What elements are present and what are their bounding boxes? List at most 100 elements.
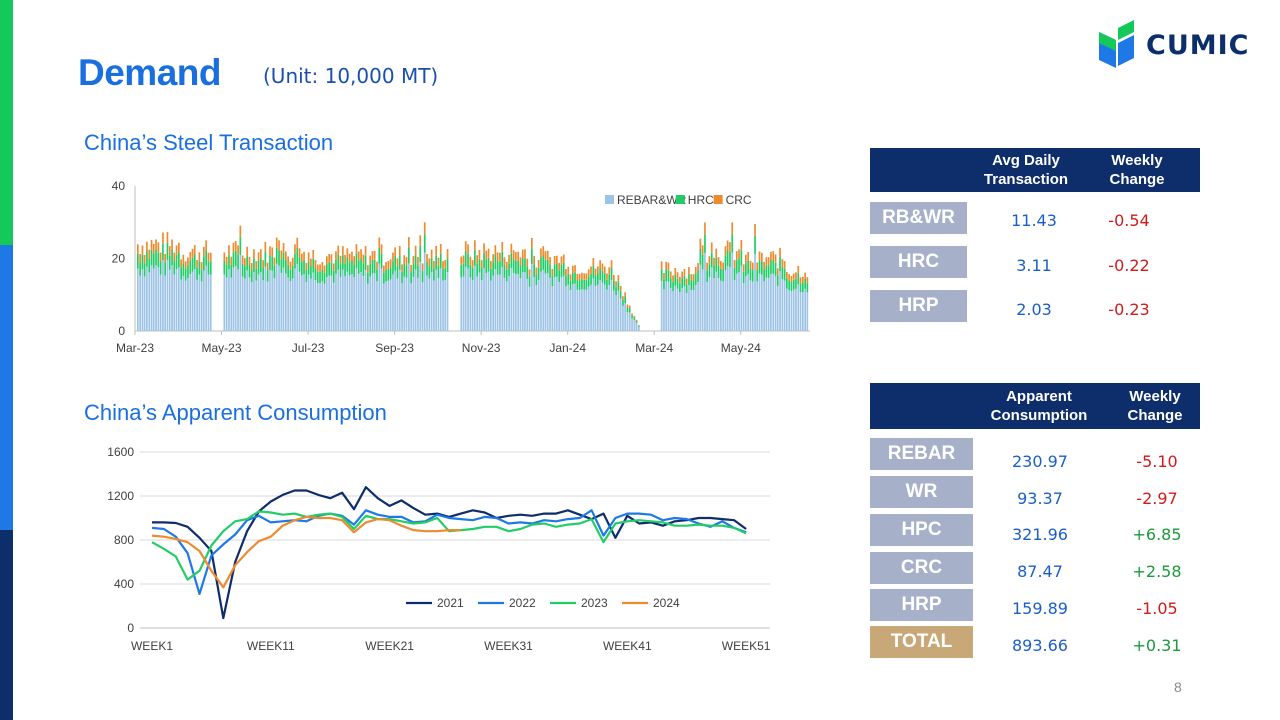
crc-bar bbox=[330, 254, 333, 263]
crc-bar bbox=[442, 261, 444, 269]
hrc-bar bbox=[316, 271, 319, 284]
crc-bar bbox=[460, 256, 463, 265]
hrc-bar bbox=[683, 275, 686, 287]
hrc-bar bbox=[278, 250, 280, 266]
crc-bar bbox=[175, 245, 178, 255]
hrc-bar bbox=[797, 273, 800, 285]
hrc-bar bbox=[546, 259, 549, 274]
rebar-bar bbox=[567, 284, 570, 331]
crc-bar bbox=[781, 259, 784, 268]
consumption-header-change: Weekly Change bbox=[1110, 383, 1200, 429]
rebar-bar bbox=[549, 277, 551, 331]
rebar-bar bbox=[713, 278, 715, 331]
hrc-bar bbox=[321, 269, 324, 282]
hrc-bar bbox=[339, 264, 342, 277]
hrc-bar bbox=[622, 300, 624, 306]
hrc-bar bbox=[435, 255, 437, 270]
hrc-bar bbox=[537, 267, 540, 280]
crc-bar bbox=[207, 252, 210, 262]
crc-bar bbox=[462, 255, 465, 264]
steel-transaction-chart: 0 20 40 Mar-23 May-23 Jul-23 Sep-23 Nov-23 Jan-2… bbox=[112, 179, 810, 355]
rebar-bar bbox=[747, 274, 749, 331]
crc-bar bbox=[613, 274, 615, 282]
hrc-bar bbox=[540, 257, 542, 272]
hrc-bar bbox=[487, 257, 490, 272]
hrc-bar bbox=[587, 276, 590, 287]
crc-bar bbox=[745, 254, 747, 264]
rebar-bar bbox=[578, 289, 581, 331]
crc-bar bbox=[503, 257, 506, 266]
rebar-bar bbox=[706, 281, 708, 331]
consumption-row-value: 230.97 bbox=[1012, 452, 1068, 471]
crc-bar bbox=[180, 259, 182, 268]
hrc-bar bbox=[701, 254, 704, 270]
rebar-bar bbox=[551, 286, 554, 331]
crc-bar bbox=[724, 246, 727, 256]
hrc-bar bbox=[171, 249, 173, 266]
crc-bar bbox=[599, 260, 601, 268]
crc-bar bbox=[713, 257, 715, 266]
crc-bar bbox=[178, 242, 180, 253]
crc-bar bbox=[162, 232, 164, 244]
crc-bar bbox=[537, 260, 540, 268]
rebar-bar bbox=[326, 277, 328, 331]
crc-bar bbox=[271, 247, 274, 257]
hrc-bar bbox=[155, 249, 157, 266]
crc-bar bbox=[533, 255, 535, 265]
crc-bar bbox=[690, 274, 693, 281]
hrc-bar bbox=[581, 279, 583, 289]
crc-bar bbox=[376, 261, 378, 270]
crc-bar bbox=[779, 247, 781, 257]
crc-bar bbox=[515, 252, 517, 261]
crc-bar bbox=[792, 273, 795, 280]
crc-bar bbox=[697, 263, 699, 271]
crc-bar bbox=[544, 251, 547, 260]
rebar-bar bbox=[635, 322, 638, 331]
crc-bar bbox=[578, 273, 581, 281]
crc-bar bbox=[496, 252, 499, 261]
crc-bar bbox=[560, 256, 563, 265]
crc-bar bbox=[774, 254, 777, 263]
hrc-bar bbox=[330, 262, 333, 276]
transaction-header-avg: Avg Daily Transaction bbox=[975, 148, 1077, 192]
rebar-bar bbox=[307, 274, 310, 331]
hrc-bar bbox=[150, 249, 153, 266]
crc-bar bbox=[720, 261, 722, 269]
crc-bar bbox=[799, 277, 802, 284]
bar-y-tick-label: 40 bbox=[112, 179, 126, 193]
hrc-bar bbox=[697, 270, 699, 282]
crc-bar bbox=[562, 254, 565, 263]
crc-bar bbox=[471, 260, 474, 268]
hrc-bar bbox=[515, 260, 517, 275]
hrc-bar bbox=[205, 250, 207, 266]
crc-bar bbox=[635, 319, 638, 321]
crc-bar bbox=[708, 256, 711, 265]
line-y-tick-label: 400 bbox=[114, 577, 134, 591]
rebar-bar bbox=[398, 269, 401, 331]
rebar-bar bbox=[344, 276, 346, 331]
hrc-bar bbox=[786, 278, 788, 289]
crc-bar bbox=[592, 258, 595, 267]
series-line-2024 bbox=[151, 515, 461, 589]
hrc-bar bbox=[392, 261, 394, 275]
hrc-bar bbox=[574, 272, 576, 284]
crc-bar bbox=[159, 252, 162, 262]
line-y-tick-label: 1600 bbox=[107, 445, 134, 459]
hrc-bar bbox=[143, 263, 146, 277]
crc-bar bbox=[191, 248, 194, 258]
hrc-bar bbox=[446, 258, 449, 272]
rebar-bar bbox=[376, 281, 378, 331]
rebar-bar bbox=[490, 280, 492, 331]
hrc-bar bbox=[735, 259, 738, 274]
crc-bar bbox=[264, 241, 267, 252]
crc-bar bbox=[435, 246, 437, 256]
rebar-bar bbox=[590, 284, 592, 331]
hrc-bar bbox=[590, 273, 592, 285]
rebar-bar bbox=[478, 272, 481, 331]
crc-bar bbox=[278, 240, 280, 251]
rebar-bar bbox=[287, 277, 289, 331]
rebar-bar bbox=[264, 266, 267, 331]
hrc-bar bbox=[531, 248, 533, 264]
hrc-bar bbox=[585, 279, 588, 290]
hrc-bar bbox=[544, 259, 547, 274]
